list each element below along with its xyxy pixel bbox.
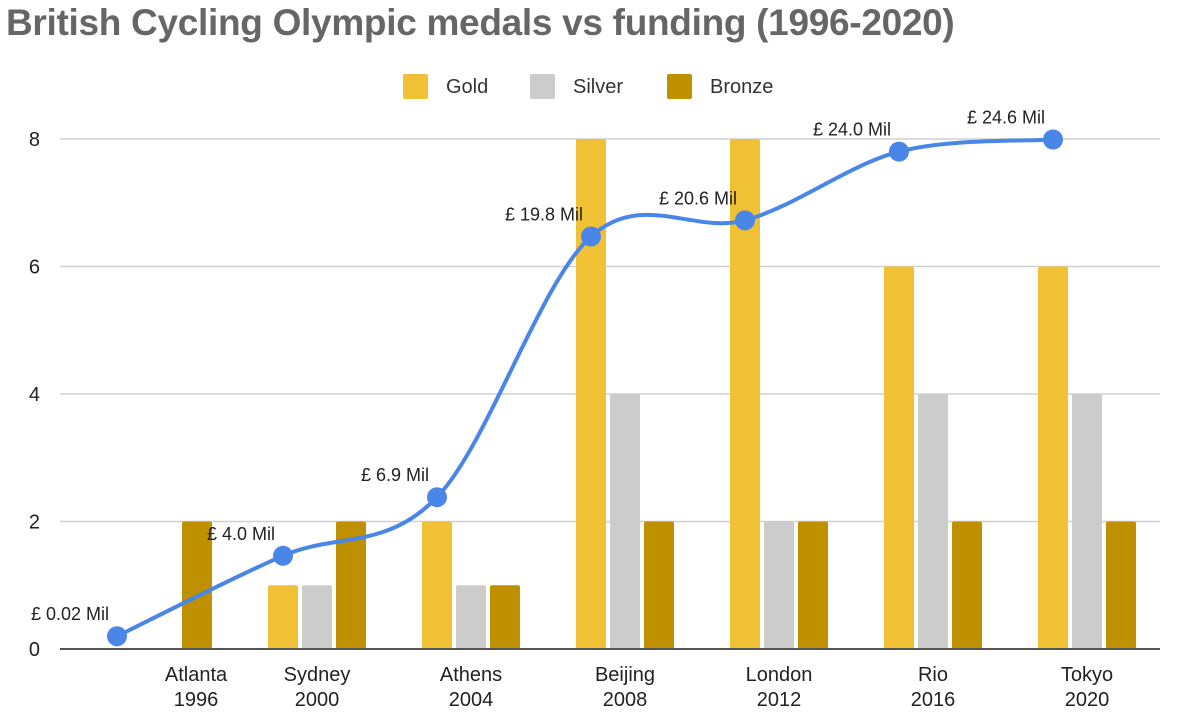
bar-gold <box>730 139 760 649</box>
funding-point <box>889 141 909 162</box>
funding-data-label: £ 20.6 Mil <box>659 188 737 208</box>
bar-bronze <box>490 585 520 649</box>
funding-point <box>107 626 127 647</box>
x-tick-label: 2020 <box>1065 689 1110 711</box>
x-tick-label: Tokyo <box>1061 664 1113 686</box>
y-tick-label: 4 <box>29 384 40 406</box>
bar-gold <box>576 139 606 649</box>
bar-gold <box>422 521 452 649</box>
x-tick-label: Sydney <box>284 664 351 686</box>
x-tick-label: 2004 <box>449 689 494 711</box>
bar-silver <box>302 585 332 649</box>
x-tick-label: 1996 <box>174 689 219 711</box>
x-tick-label: 2016 <box>911 689 956 711</box>
x-tick-label: 2000 <box>295 689 340 711</box>
bar-bronze <box>336 521 366 649</box>
bar-bronze <box>1106 521 1136 649</box>
x-tick-label: 2012 <box>757 689 802 711</box>
funding-point <box>735 210 755 231</box>
bar-silver <box>1072 394 1102 649</box>
bar-gold <box>268 585 298 649</box>
x-tick-label: 2008 <box>603 689 648 711</box>
y-tick-label: 2 <box>29 512 40 534</box>
x-tick-label: Rio <box>918 664 948 686</box>
bar-silver <box>918 394 948 649</box>
legend-label-gold: Gold <box>446 76 488 98</box>
x-tick-label: London <box>746 664 813 686</box>
funding-point <box>273 545 293 566</box>
legend-label-bronze: Bronze <box>710 76 773 98</box>
funding-data-label: £ 24.6 Mil <box>967 107 1045 127</box>
bar-bronze <box>644 521 674 649</box>
legend-swatch-silver <box>530 74 555 99</box>
funding-point <box>581 226 601 247</box>
y-tick-label: 8 <box>29 129 40 151</box>
funding-point <box>427 487 447 508</box>
legend-label-silver: Silver <box>573 76 623 98</box>
funding-point <box>1043 129 1063 150</box>
legend-swatch-gold <box>403 74 428 99</box>
y-tick-label: 6 <box>29 257 40 279</box>
x-tick-label: Atlanta <box>165 664 228 686</box>
x-tick-label: Beijing <box>595 664 655 686</box>
bar-silver <box>456 585 486 649</box>
chart-title: British Cycling Olympic medals vs fundin… <box>6 2 955 43</box>
funding-data-label: £ 24.0 Mil <box>813 120 891 140</box>
bar-bronze <box>798 521 828 649</box>
bar-bronze <box>952 521 982 649</box>
funding-data-label: £ 4.0 Mil <box>207 524 275 544</box>
bar-silver <box>764 521 794 649</box>
bar-silver <box>610 394 640 649</box>
bar-gold <box>1038 266 1068 649</box>
funding-data-label: £ 19.8 Mil <box>505 204 583 224</box>
funding-data-label: £ 0.02 Mil <box>31 604 109 624</box>
bar-bronze <box>182 521 212 649</box>
legend-swatch-bronze <box>667 74 692 99</box>
bar-gold <box>884 266 914 649</box>
y-tick-label: 0 <box>29 639 40 661</box>
x-tick-label: Athens <box>440 664 502 686</box>
funding-data-label: £ 6.9 Mil <box>361 465 429 485</box>
